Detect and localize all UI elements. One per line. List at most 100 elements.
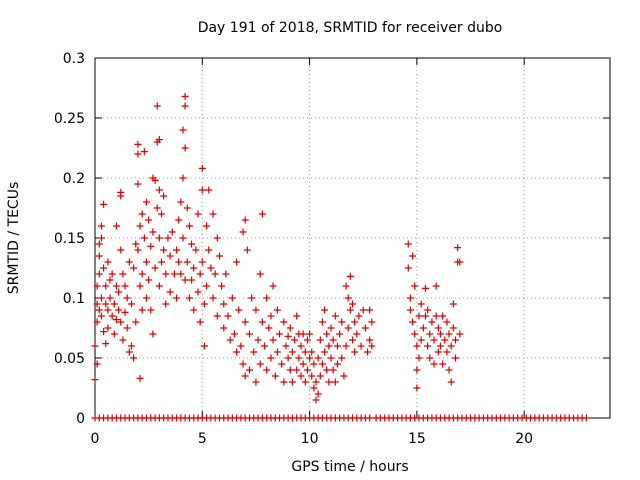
data-point — [278, 360, 286, 368]
data-point — [200, 342, 208, 350]
data-point — [445, 330, 453, 338]
data-point — [419, 324, 427, 332]
data-point — [183, 258, 191, 266]
x-tick-label: 20 — [515, 431, 533, 447]
data-point — [243, 246, 251, 254]
data-point — [198, 164, 206, 172]
data-point — [177, 270, 185, 278]
data-point — [368, 318, 376, 326]
data-point — [117, 318, 125, 326]
data-point — [428, 318, 436, 326]
data-point — [205, 186, 213, 194]
data-point — [136, 374, 144, 382]
data-point — [434, 324, 442, 332]
data-point — [138, 270, 146, 278]
data-point — [177, 198, 185, 206]
data-point — [436, 342, 444, 350]
y-tick-label: 0.15 — [54, 231, 85, 247]
data-point — [196, 270, 204, 278]
data-point — [406, 294, 414, 302]
data-point — [267, 312, 275, 320]
data-point — [306, 354, 314, 362]
data-point — [426, 354, 434, 362]
data-point — [95, 240, 103, 248]
data-point — [230, 330, 238, 338]
data-point — [452, 336, 459, 344]
data-point — [269, 282, 277, 290]
data-point — [136, 282, 144, 290]
data-point — [254, 336, 262, 344]
x-tick-label: 0 — [91, 431, 100, 447]
data-point — [430, 336, 438, 344]
data-point — [115, 288, 123, 296]
x-tick-label: 10 — [301, 431, 319, 447]
data-point — [183, 204, 191, 212]
data-point — [415, 312, 423, 320]
data-point — [117, 192, 125, 200]
data-point — [449, 300, 457, 308]
data-point — [185, 222, 193, 230]
data-point — [284, 354, 292, 362]
data-point — [280, 378, 288, 386]
data-point — [211, 270, 219, 278]
data-point — [162, 270, 170, 278]
data-point — [258, 318, 266, 326]
data-point — [351, 318, 359, 326]
data-point — [357, 342, 365, 350]
data-point — [318, 360, 326, 368]
data-point — [200, 300, 208, 308]
data-point — [196, 318, 204, 326]
data-point — [147, 242, 155, 250]
data-point — [291, 336, 299, 344]
data-point — [188, 276, 196, 284]
data-point — [119, 270, 127, 278]
data-point — [218, 282, 226, 290]
data-point — [155, 282, 163, 290]
data-point — [112, 316, 120, 324]
data-point — [256, 270, 264, 278]
data-point — [359, 306, 367, 314]
data-point — [286, 324, 294, 332]
data-point — [181, 276, 189, 284]
data-point — [194, 288, 202, 296]
data-point — [241, 216, 249, 224]
data-point — [443, 348, 451, 356]
data-point — [258, 210, 266, 218]
y-tick-label: 0.3 — [63, 51, 85, 67]
data-point — [168, 228, 176, 236]
data-point — [409, 252, 417, 260]
data-point — [213, 312, 221, 320]
data-point — [340, 372, 348, 380]
data-point — [263, 294, 271, 302]
data-point — [323, 330, 331, 338]
data-point — [181, 144, 189, 152]
data-point — [145, 276, 153, 284]
data-point — [108, 270, 116, 278]
data-point — [233, 258, 241, 266]
data-point — [331, 312, 339, 320]
data-point — [267, 354, 275, 362]
data-point — [110, 330, 118, 338]
data-point — [297, 372, 305, 380]
data-point — [342, 342, 350, 350]
data-point — [282, 342, 290, 350]
data-point — [443, 318, 451, 326]
data-point — [331, 378, 339, 386]
data-point — [454, 244, 462, 252]
data-point — [153, 102, 161, 110]
data-point — [447, 342, 455, 350]
data-point — [104, 258, 112, 266]
data-point — [134, 246, 142, 254]
data-point — [445, 366, 453, 374]
data-point — [151, 264, 159, 272]
y-tick-label: 0.25 — [54, 111, 85, 127]
data-point — [361, 324, 369, 332]
data-point — [366, 306, 374, 314]
data-point — [149, 330, 157, 338]
data-points — [91, 92, 590, 422]
y-tick-label: 0.2 — [63, 171, 85, 187]
data-point — [426, 330, 434, 338]
data-point — [411, 282, 419, 290]
data-point — [355, 312, 363, 320]
data-point — [205, 246, 213, 254]
